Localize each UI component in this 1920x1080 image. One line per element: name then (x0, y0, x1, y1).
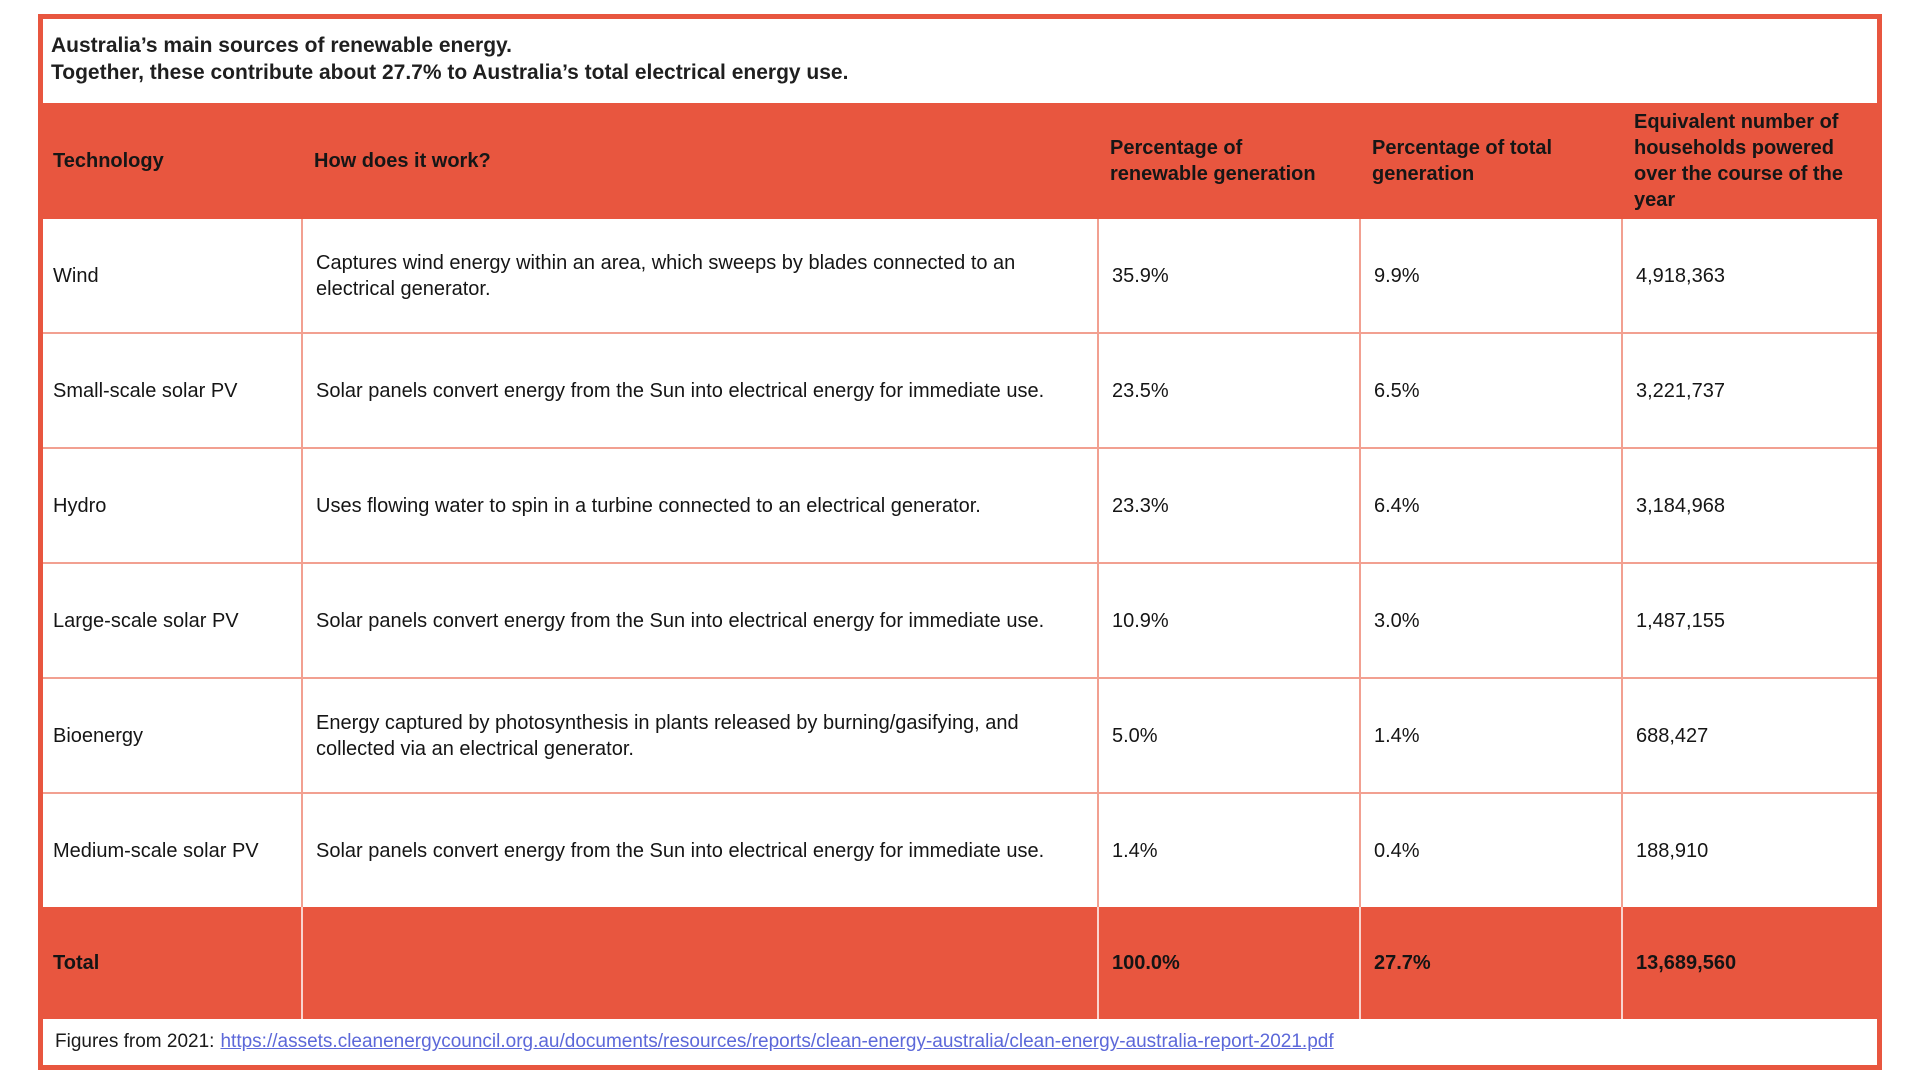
header-how-it-works: How does it work? (314, 150, 491, 172)
table-row: Medium-scale solar PV Solar panels conve… (43, 794, 1877, 907)
title-line-2: Together, these contribute about 27.7% t… (51, 61, 849, 84)
cell-pct-renewable: 5.0% (1097, 679, 1359, 792)
cell-households: 688,427 (1621, 679, 1877, 792)
source-report-link[interactable]: https://assets.cleanenergycouncil.org.au… (220, 1031, 1334, 1052)
total-households: 13,689,560 (1621, 907, 1877, 1019)
source-note: Figures from 2021: https://assets.cleane… (43, 1019, 1877, 1065)
cell-pct-total: 0.4% (1359, 794, 1621, 907)
cell-households: 188,910 (1621, 794, 1877, 907)
cell-technology: Hydro (53, 494, 107, 517)
cell-pct-renewable: 23.5% (1097, 334, 1359, 447)
cell-pct-total: 3.0% (1359, 564, 1621, 677)
total-how-empty (301, 907, 1097, 1019)
cell-technology: Small-scale solar PV (53, 379, 238, 402)
cell-technology: Bioenergy (53, 724, 144, 747)
cell-pct-renewable: 1.4% (1097, 794, 1359, 907)
header-pct-total: Percentage of total generation (1372, 137, 1553, 185)
cell-how: Solar panels convert energy from the Sun… (301, 334, 1097, 447)
cell-pct-total: 6.5% (1359, 334, 1621, 447)
total-pct-total: 27.7% (1359, 907, 1621, 1019)
cell-how: Uses flowing water to spin in a turbine … (301, 449, 1097, 562)
cell-how: Solar panels convert energy from the Sun… (301, 794, 1097, 907)
table-row: Small-scale solar PV Solar panels conver… (43, 334, 1877, 449)
header-technology: Technology (53, 150, 164, 172)
header-households: Equivalent number of households powered … (1634, 111, 1843, 211)
table-header-row: Technology How does it work? Percentage … (43, 103, 1877, 219)
cell-technology: Wind (53, 264, 99, 287)
cell-how: Energy captured by photosynthesis in pla… (301, 679, 1097, 792)
table-row: Large-scale solar PV Solar panels conver… (43, 564, 1877, 679)
header-pct-renewable: Percentage of renewable generation (1110, 137, 1316, 185)
total-label: Total (53, 952, 100, 974)
table-row: Hydro Uses flowing water to spin in a tu… (43, 449, 1877, 564)
cell-pct-total: 6.4% (1359, 449, 1621, 562)
table-title: Australia’s main sources of renewable en… (43, 19, 1877, 103)
source-note-prefix: Figures from 2021: (55, 1031, 215, 1052)
table-total-row: Total 100.0% 27.7% 13,689,560 (43, 907, 1877, 1019)
cell-technology: Medium-scale solar PV (53, 839, 259, 862)
cell-how: Solar panels convert energy from the Sun… (301, 564, 1097, 677)
renewables-table-card: Australia’s main sources of renewable en… (38, 14, 1882, 1070)
cell-pct-total: 1.4% (1359, 679, 1621, 792)
cell-households: 1,487,155 (1621, 564, 1877, 677)
cell-households: 3,221,737 (1621, 334, 1877, 447)
cell-pct-renewable: 35.9% (1097, 219, 1359, 332)
cell-pct-total: 9.9% (1359, 219, 1621, 332)
cell-households: 4,918,363 (1621, 219, 1877, 332)
title-line-1: Australia’s main sources of renewable en… (51, 34, 513, 57)
table-row: Bioenergy Energy captured by photosynthe… (43, 679, 1877, 794)
cell-pct-renewable: 10.9% (1097, 564, 1359, 677)
cell-how: Captures wind energy within an area, whi… (301, 219, 1097, 332)
cell-technology: Large-scale solar PV (53, 609, 239, 632)
cell-pct-renewable: 23.3% (1097, 449, 1359, 562)
total-pct-renewable: 100.0% (1097, 907, 1359, 1019)
cell-households: 3,184,968 (1621, 449, 1877, 562)
table-row: Wind Captures wind energy within an area… (43, 219, 1877, 334)
